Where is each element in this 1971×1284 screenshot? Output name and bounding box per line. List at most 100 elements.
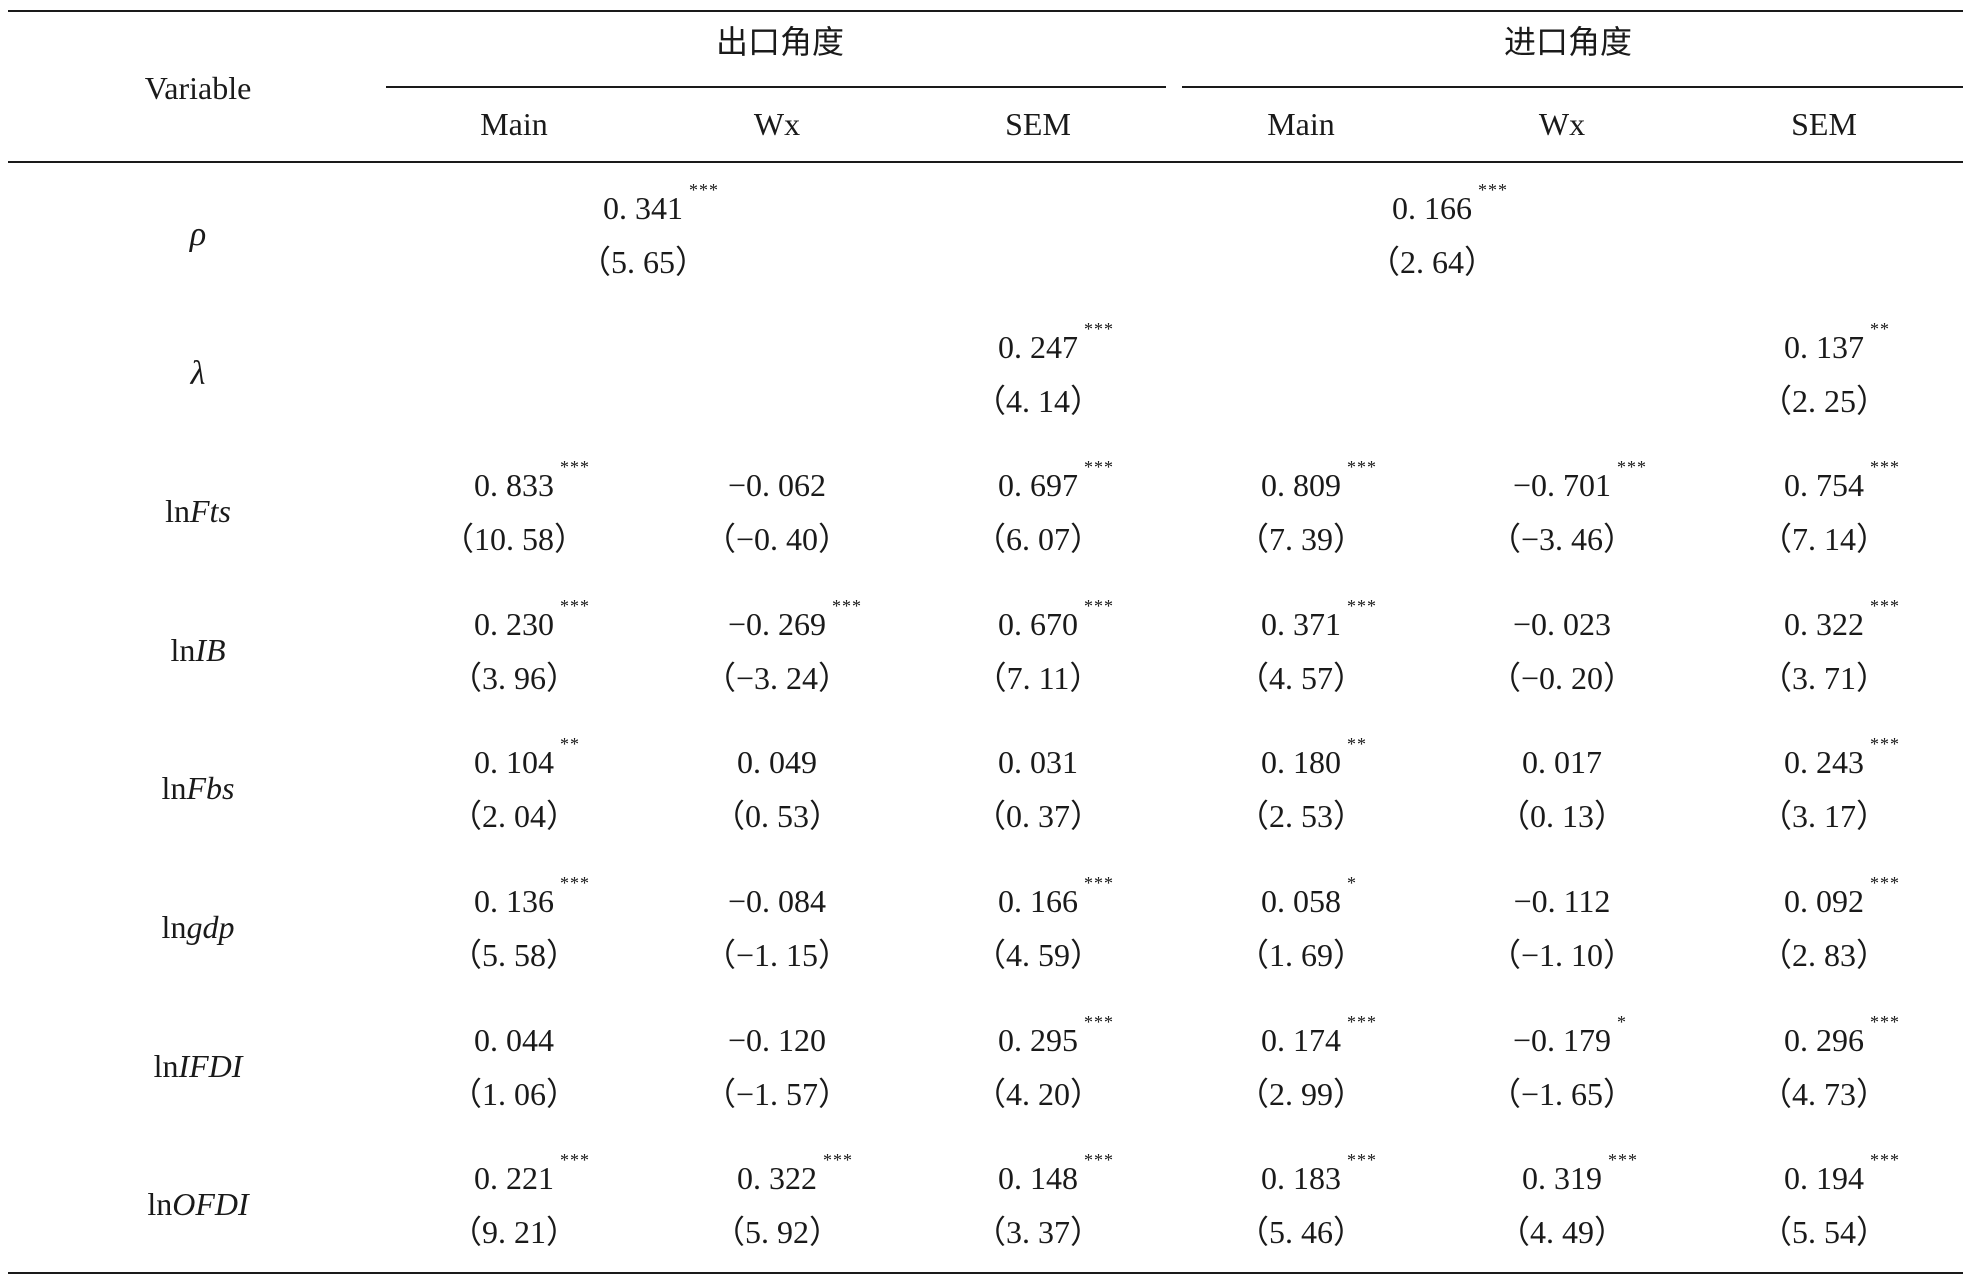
coefficient-cell: 0. 670 ***	[998, 596, 1113, 644]
coefficient-value: 0. 166 ***	[1392, 180, 1508, 226]
coefficient-value: 0. 754 ***	[1784, 457, 1900, 504]
variable-name: OFDI	[172, 1186, 249, 1223]
coefficient-value: −0. 179 *	[1512, 1011, 1628, 1058]
coefficient-cell: 0. 833 ***	[474, 457, 590, 505]
t-statistic-cell: （1. 06）	[449, 1075, 579, 1112]
significance-stars: ***	[560, 873, 590, 893]
coefficient-value: −0. 062	[727, 467, 827, 504]
coefficient-value: 0. 371 ***	[1261, 595, 1377, 642]
t-statistic-cell: （4. 14）	[973, 382, 1103, 419]
significance-stars: ***	[1347, 457, 1377, 478]
t-statistic-cell: （0. 37）	[973, 798, 1103, 835]
t-statistic-cell: （9. 21）	[449, 1214, 579, 1251]
t-statistic-cell: （2. 53）	[1236, 798, 1366, 835]
coefficient-cell: −0. 062	[728, 465, 826, 505]
variable-label: lnIB	[170, 630, 225, 670]
variable-label: lngdp	[162, 907, 235, 947]
variable-name: IB	[195, 631, 226, 668]
coefficient-value: 0. 322 ***	[1784, 595, 1900, 642]
coefficient-value: 0. 341 ***	[603, 180, 719, 226]
coefficient-cell: 0. 136 ***	[474, 873, 590, 921]
significance-stars: **	[1347, 734, 1367, 755]
t-statistic-cell: （4. 57）	[1236, 659, 1366, 696]
coefficient-value: 0. 319 ***	[1522, 1150, 1638, 1197]
t-statistic-cell: （7. 14）	[1759, 521, 1889, 558]
t-statistic-cell: （4. 73）	[1759, 1075, 1889, 1112]
t-statistic-cell: （5. 54）	[1759, 1214, 1889, 1251]
significance-stars: ***	[1478, 180, 1508, 200]
significance-stars: ***	[1084, 457, 1114, 478]
coefficient-cell: 0. 243 ***	[1784, 734, 1900, 782]
variable-prefix: ln	[170, 631, 196, 668]
regression-table: Variable 出口角度 进口角度 Main Wx SEM Main Wx S…	[8, 0, 1963, 1284]
variable-label: lnFts	[165, 491, 231, 531]
significance-stars: ***	[1084, 1011, 1114, 1032]
variable-prefix: ln	[161, 770, 187, 807]
coefficient-value: 0. 833 ***	[474, 457, 590, 504]
coefficient-cell: 0. 017	[1522, 742, 1602, 782]
coefficient-value: 0. 031	[998, 744, 1078, 781]
coefficient-value: −0. 084	[727, 883, 827, 919]
coefficient-cell: 0. 092 ***	[1784, 873, 1900, 921]
coefficient-value: −0. 120	[727, 1021, 827, 1058]
coefficient-cell: 0. 322 ***	[737, 1150, 853, 1198]
coefficient-value: 0. 247 ***	[998, 318, 1114, 365]
subheader-sem-export: SEM	[1005, 106, 1071, 142]
coefficient-cell: 0. 166 ***	[998, 873, 1113, 921]
coefficient-cell: −0. 179 *	[1512, 1011, 1628, 1060]
coefficient-cell: 0. 137 **	[1784, 319, 1889, 367]
coefficient-value: 0. 092 ***	[1784, 873, 1900, 919]
t-statistic-cell: （−1. 15）	[703, 937, 851, 973]
bottom-rule	[8, 1272, 1963, 1274]
t-statistic-cell: （−1. 10）	[1488, 937, 1636, 973]
t-statistic-cell: （3. 96）	[449, 659, 579, 696]
coefficient-value: 0. 296 ***	[1784, 1011, 1900, 1058]
export-group-header: 出口角度	[715, 23, 845, 61]
significance-stars: ***	[1084, 1150, 1114, 1171]
t-statistic-cell: （5. 46）	[1236, 1214, 1366, 1251]
coefficient-cell: 0. 809 ***	[1261, 457, 1376, 505]
t-statistic-cell: （−0. 40）	[703, 521, 851, 558]
coefficient-value: 0. 194 ***	[1784, 1150, 1900, 1197]
variable-header: Variable	[144, 70, 252, 106]
variable-name: IFDI	[178, 1047, 243, 1084]
coefficient-cell: 0. 104 **	[474, 734, 579, 782]
t-statistic-cell: （7. 39）	[1236, 521, 1366, 558]
coefficient-value: 0. 017	[1522, 744, 1602, 781]
coefficient-value: 0. 136 ***	[474, 873, 590, 919]
coefficient-value: 0. 322 ***	[737, 1150, 853, 1197]
significance-stars: ***	[1617, 457, 1648, 478]
t-statistic-cell: （3. 37）	[973, 1214, 1103, 1251]
coefficient-value: −0. 023	[1512, 605, 1612, 642]
coefficient-value: 0. 243 ***	[1784, 734, 1900, 781]
coefficient-cell: 0. 180 **	[1261, 734, 1367, 782]
coefficient-cell: 0. 183 ***	[1261, 1150, 1376, 1198]
significance-stars: ***	[1347, 595, 1377, 616]
significance-stars: **	[1870, 318, 1890, 339]
significance-stars: ***	[823, 1150, 853, 1171]
significance-stars: ***	[1084, 318, 1114, 339]
significance-stars: ***	[1870, 1011, 1900, 1032]
subheader-main-import: Main	[1267, 106, 1335, 142]
significance-stars: ***	[1084, 873, 1114, 893]
t-statistic-cell: （−1. 57）	[703, 1075, 851, 1112]
significance-stars: ***	[560, 1150, 590, 1171]
t-statistic-cell: （5. 65）	[578, 244, 708, 280]
variable-name: λ	[190, 354, 206, 392]
coefficient-value: 0. 148 ***	[998, 1150, 1114, 1197]
variable-label: λ	[191, 353, 206, 394]
coefficient-cell: −0. 269 ***	[728, 596, 861, 644]
coefficient-value: 0. 180 **	[1261, 734, 1367, 781]
subheader-main-export: Main	[480, 106, 548, 142]
subheader-wx-export: Wx	[753, 106, 801, 142]
coefficient-value: 0. 295 ***	[998, 1011, 1114, 1058]
variable-label: ρ	[190, 214, 206, 255]
t-statistic-cell: （10. 58）	[441, 521, 587, 558]
import-group-rule	[1182, 86, 1963, 88]
coefficient-value: 0. 058 *	[1261, 873, 1357, 919]
coefficient-cell: −0. 084	[728, 881, 826, 921]
t-statistic-cell: （2. 64）	[1367, 244, 1497, 280]
variable-label: lnIFDI	[154, 1046, 243, 1086]
t-statistic-cell: （0. 13）	[1497, 798, 1627, 835]
variable-label: lnOFDI	[147, 1184, 248, 1224]
